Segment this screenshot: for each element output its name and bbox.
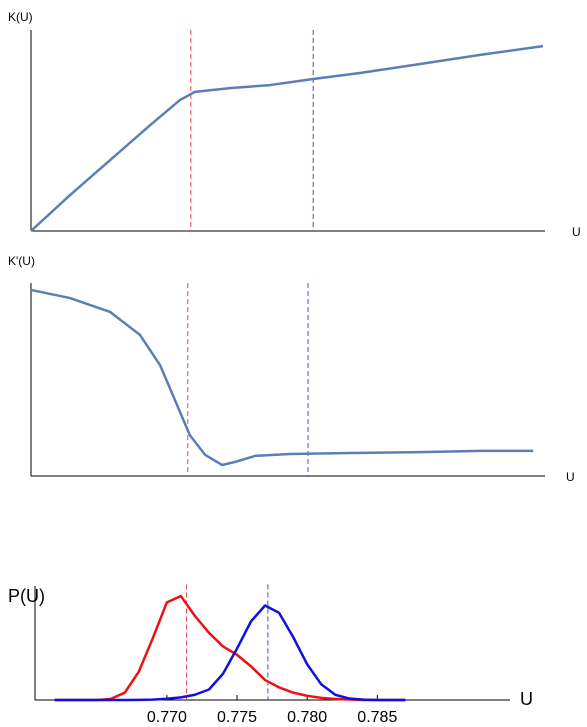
y-axis-label: K(U): [8, 10, 33, 24]
x-tick-label: 0.770: [147, 709, 187, 726]
x-axis-label: U: [572, 225, 581, 239]
data-line: [54, 604, 406, 702]
data-line: [54, 594, 406, 702]
x-tick-label: 0.780: [287, 709, 327, 726]
data-line: [30, 288, 534, 467]
y-axis-label: K'(U): [8, 254, 35, 268]
x-tick-label: 0.785: [357, 709, 397, 726]
y-axis-label: P(U): [8, 586, 45, 606]
data-line: [30, 44, 544, 232]
x-tick-label: 0.775: [217, 709, 257, 726]
x-axis-label: U: [566, 470, 575, 484]
x-axis-label: U: [520, 689, 533, 709]
